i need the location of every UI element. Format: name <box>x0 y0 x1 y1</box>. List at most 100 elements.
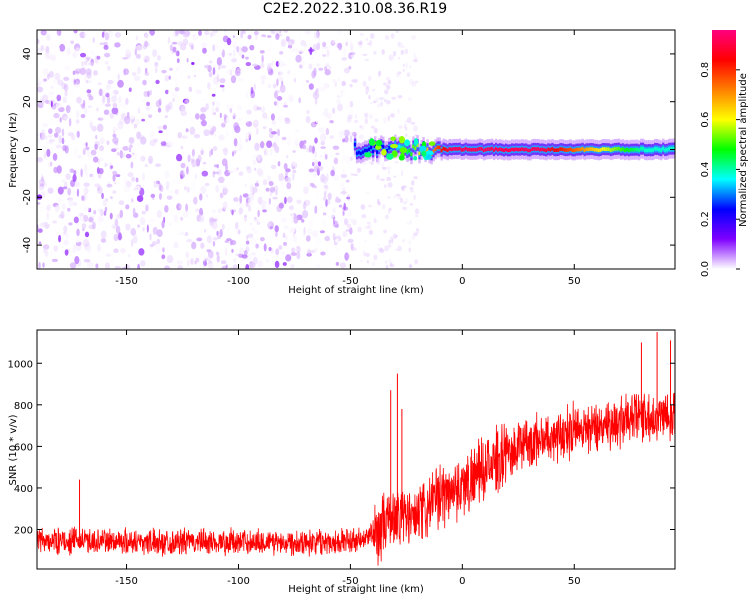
noise-blob <box>383 83 388 87</box>
signal-cluster <box>368 138 375 146</box>
noise-blob <box>296 199 300 204</box>
spectrogram-y-axis-label: Frequency (Hz) <box>8 112 19 188</box>
noise-blob <box>47 219 50 225</box>
noise-blob <box>114 42 121 48</box>
noise-blob <box>231 248 234 253</box>
noise-blob <box>324 236 331 242</box>
signal-core <box>537 147 540 151</box>
noise-blob <box>112 102 118 109</box>
noise-blob <box>236 201 241 207</box>
noise-blob <box>104 224 110 228</box>
noise-blob <box>316 42 321 51</box>
noise-blob <box>128 254 131 258</box>
noise-blob <box>362 250 367 257</box>
noise-blob <box>267 83 272 89</box>
noise-blob <box>185 203 189 212</box>
noise-blob <box>257 209 260 218</box>
signal-core <box>374 144 377 149</box>
noise-blob <box>148 155 154 165</box>
noise-blob <box>99 139 104 144</box>
noise-blob <box>137 107 141 115</box>
signal-core <box>631 147 635 152</box>
signal-core <box>474 147 478 152</box>
noise-blob <box>402 185 407 188</box>
noise-blob <box>399 197 404 204</box>
noise-blob <box>218 134 225 141</box>
noise-blob <box>349 100 354 108</box>
noise-blob <box>360 260 363 263</box>
noise-blob <box>81 227 85 232</box>
signal-core <box>597 148 601 153</box>
signal-core <box>571 148 574 153</box>
noise-blob <box>207 263 214 269</box>
noise-blob <box>307 249 311 256</box>
signal-core <box>637 148 641 153</box>
noise-blob <box>93 53 96 56</box>
noise-blob <box>112 174 116 182</box>
noise-blob <box>116 152 120 156</box>
noise-blob <box>152 197 155 201</box>
noise-blob <box>225 130 229 138</box>
noise-blob <box>211 218 218 223</box>
noise-blob <box>410 121 416 125</box>
signal-core <box>490 146 494 151</box>
snr-panel: -150 -100 -50 0 50 200 400 600 800 1000 Height of… <box>8 329 676 595</box>
noise-blob <box>281 136 287 141</box>
noise-blob <box>359 32 364 37</box>
noise-blob <box>85 68 92 76</box>
noise-blob <box>177 41 183 46</box>
noise-blob <box>106 183 113 188</box>
noise-blob <box>350 172 354 176</box>
signal-core <box>664 148 667 152</box>
noise-blob <box>210 130 214 135</box>
noise-blob <box>192 184 195 192</box>
noise-blob <box>54 212 57 218</box>
noise-blob <box>104 262 110 269</box>
noise-blob <box>174 77 179 86</box>
signal-core <box>603 147 607 151</box>
noise-blob <box>380 178 385 182</box>
noise-blob <box>104 162 108 167</box>
noise-blob <box>272 201 277 207</box>
noise-blob <box>57 186 64 195</box>
signal-core <box>396 145 399 150</box>
noise-blob <box>37 158 42 163</box>
noise-blob <box>78 212 85 217</box>
noise-blob <box>263 243 267 252</box>
signal-core <box>382 144 385 149</box>
signal-core <box>412 144 415 149</box>
noise-blob <box>53 132 59 138</box>
noise-blob <box>334 81 337 88</box>
noise-blob <box>228 52 233 56</box>
noise-blob <box>82 60 88 70</box>
noise-blob <box>246 234 249 241</box>
noise-blob <box>211 209 216 214</box>
signal-cluster <box>403 139 410 147</box>
noise-blob <box>38 137 42 143</box>
noise-blob <box>215 251 220 256</box>
noise-blob <box>37 157 43 163</box>
noise-blob <box>216 57 223 66</box>
snr-x-tick-label: -150 <box>115 576 138 587</box>
noise-blob <box>213 215 218 219</box>
noise-blob <box>292 172 295 181</box>
noise-blob <box>180 70 183 80</box>
snr-frame <box>36 329 676 570</box>
noise-blob <box>252 154 259 159</box>
noise-blob <box>330 169 335 177</box>
noise-blob <box>360 204 366 210</box>
noise-blob <box>45 100 50 104</box>
snr-ticks: -150 -100 -50 0 50 200 400 600 800 1000 <box>8 330 675 587</box>
noise-blob <box>61 113 68 121</box>
noise-blob <box>406 72 411 78</box>
noise-blob <box>161 69 167 74</box>
noise-blob <box>107 65 111 71</box>
noise-blob <box>117 73 120 81</box>
noise-blob <box>308 220 313 227</box>
noise-blob <box>301 80 307 86</box>
noise-blob <box>142 172 146 181</box>
noise-blob <box>119 152 126 159</box>
noise-blob <box>63 76 70 81</box>
noise-blob <box>287 44 293 49</box>
noise-blob <box>208 60 213 64</box>
